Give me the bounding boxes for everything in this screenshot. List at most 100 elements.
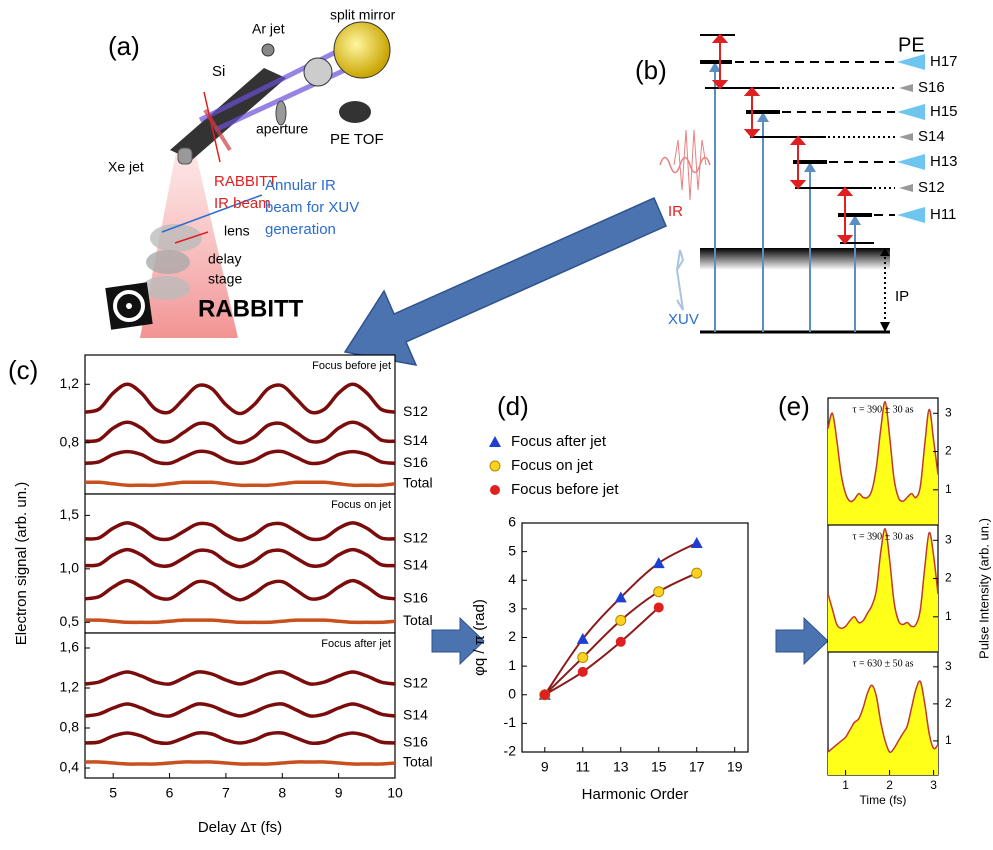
series-line: [85, 480, 395, 488]
ir-transitions: [711, 33, 854, 245]
y-tick-label: 0,5: [60, 613, 80, 629]
arrow-head: [804, 162, 816, 172]
label: aperture: [256, 121, 308, 137]
series-label: S16: [403, 454, 428, 470]
panel-label: (e): [778, 391, 810, 421]
y-tick-label: 1: [945, 609, 952, 623]
legend-label: Focus after jet: [511, 433, 607, 450]
arrow-head: [743, 86, 761, 96]
series-label: S12: [403, 530, 428, 546]
marker: [690, 537, 703, 549]
pe-peaks: [897, 54, 925, 223]
y-tick-label: 0,8: [60, 719, 80, 735]
x-tick-label: 8: [278, 785, 286, 801]
y-tick-label: 1: [508, 657, 516, 673]
series-label: S12: [403, 675, 428, 691]
series-line: [85, 382, 395, 416]
marker: [539, 689, 550, 700]
legend-label: Focus on jet: [511, 457, 594, 474]
ionization-band: [700, 248, 890, 270]
plot-frame: [521, 522, 749, 753]
panel-label: (a): [108, 31, 140, 61]
y-tick-label: 1: [945, 482, 952, 496]
label: RABBITT: [214, 173, 277, 190]
y-tick-label: 2: [945, 571, 952, 585]
ir-pulse: [673, 129, 707, 201]
series-label: Total: [403, 612, 433, 628]
flow-arrow: [431, 616, 485, 666]
xuv-pulse: [675, 249, 685, 311]
charts: S12 S14 S16 Total 0,8 1,2 Focus before jet S12 S…: [13, 354, 991, 836]
series-line: [85, 420, 395, 445]
label: RABBITT: [198, 295, 304, 322]
x-axis-label: Delay Δτ (fs): [198, 819, 282, 836]
area-line: [828, 528, 938, 630]
series-line: [85, 618, 395, 625]
y-tick-label: 2: [508, 628, 516, 644]
y-tick-label: 0,8: [60, 433, 80, 449]
y-tick-label: 3: [945, 532, 952, 546]
panel-title: τ = 390 ± 30 as: [853, 404, 914, 415]
arrow-head: [709, 62, 721, 72]
x-tick-label: 11: [575, 759, 590, 775]
y-tick-label: 3: [945, 405, 952, 419]
y-tick-label: 2: [945, 444, 952, 458]
sideband-peak: [899, 133, 913, 141]
label: Si: [212, 63, 225, 80]
xe-jet: [177, 147, 193, 165]
aperture: [275, 100, 287, 126]
x-tick-label: 9: [541, 759, 549, 775]
marker: [691, 567, 703, 579]
area-line: [828, 680, 938, 754]
series-line: [85, 449, 395, 466]
y-tick-label: 3: [508, 600, 516, 616]
harmonic-peak: [897, 54, 925, 70]
y-tick-label: 1,6: [60, 639, 80, 655]
series-line: [85, 578, 395, 602]
legend-marker: [489, 436, 501, 447]
series-line: [544, 606, 660, 696]
label: lens: [224, 223, 250, 239]
panel-label: (b): [635, 55, 667, 85]
peak-label: S14: [918, 128, 945, 145]
series-line: [85, 521, 395, 542]
legend-marker: [490, 485, 500, 495]
x-tick-label: 19: [727, 759, 743, 775]
y-tick-label: 1,2: [60, 679, 80, 695]
lens: [150, 224, 202, 252]
legend-marker: [489, 460, 501, 472]
label: XUV: [668, 311, 699, 328]
ir-pulse: [659, 156, 711, 174]
label: IR: [668, 203, 683, 220]
peak-label: H15: [930, 103, 958, 120]
x-tick-label: 6: [166, 785, 174, 801]
series-label: S14: [403, 556, 428, 572]
arrow-head: [836, 186, 854, 196]
levels: [700, 34, 895, 244]
series-label: S12: [403, 403, 428, 419]
marker: [653, 586, 665, 598]
marker: [614, 591, 627, 603]
x-axis-label: Time (fs): [860, 793, 907, 807]
label: PE: [898, 34, 925, 56]
series-line: [85, 702, 395, 718]
apparatus: (a) Si Ar jet split mirror aperture PE T…: [105, 7, 396, 338]
peak-label: H11: [930, 206, 956, 223]
y-tick-label: 6: [508, 514, 516, 530]
x-axis-label: Harmonic Order: [582, 786, 689, 803]
series-label: S14: [403, 432, 428, 448]
peak-label: H17: [930, 53, 958, 70]
x-tick-label: 10: [387, 785, 403, 801]
marker: [577, 666, 588, 677]
pe-tof: [339, 101, 371, 123]
panel-label: (c): [8, 355, 38, 385]
panel-title: Focus before jet: [312, 360, 391, 372]
beam-core: [126, 303, 132, 309]
marker: [615, 614, 627, 626]
label: beam for XUV: [265, 199, 359, 216]
area-line: [828, 401, 938, 503]
lens: [146, 250, 190, 274]
marker: [652, 557, 665, 569]
y-tick-label: 2: [945, 696, 952, 710]
